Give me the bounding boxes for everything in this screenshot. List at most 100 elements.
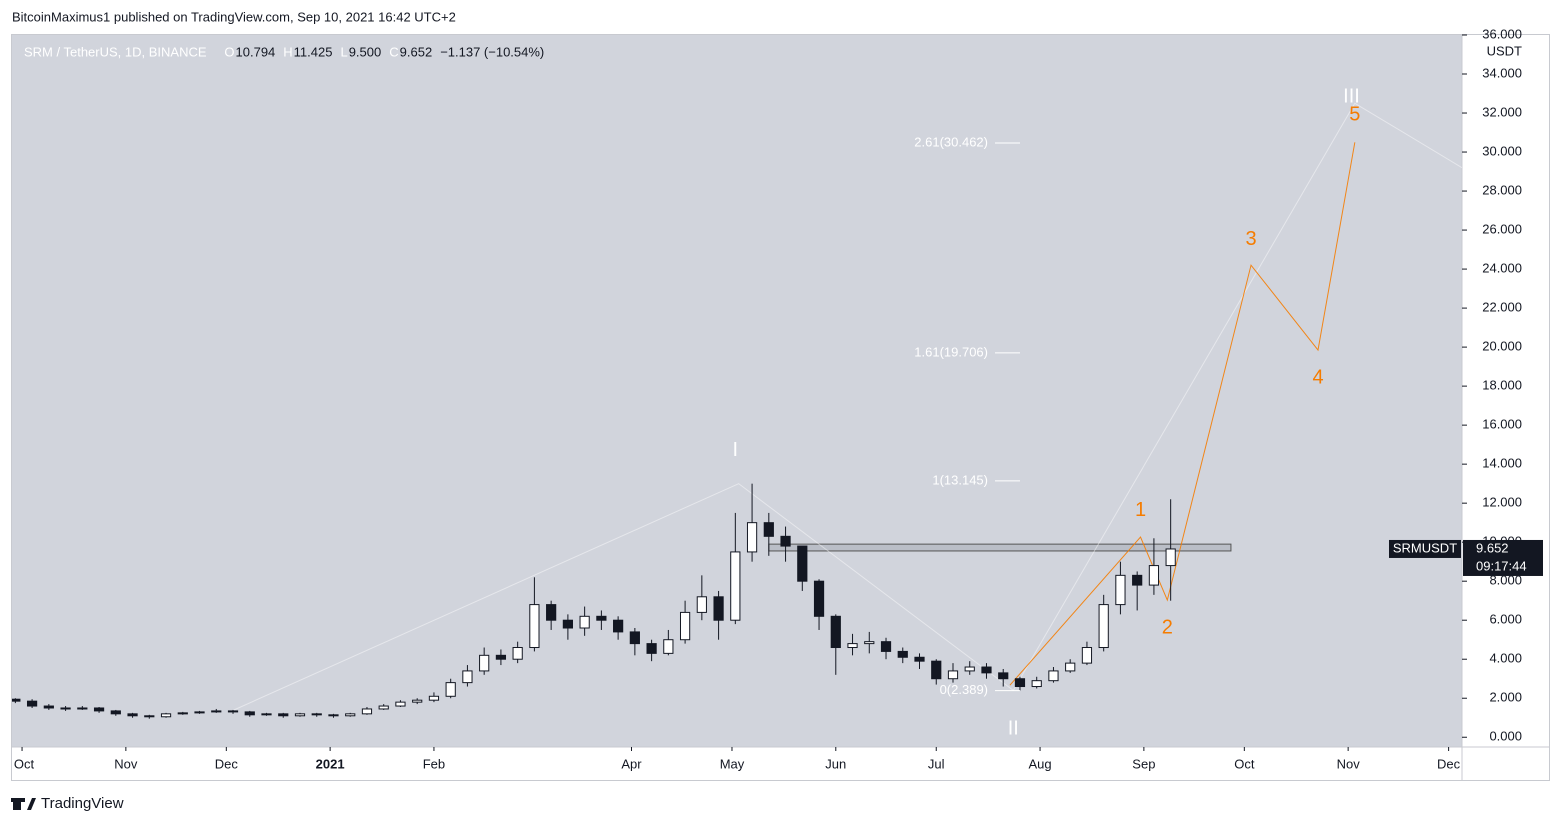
candle xyxy=(445,678,456,699)
candle-body xyxy=(797,545,808,582)
x-tick-label: Sep xyxy=(1132,756,1155,771)
candle-body xyxy=(144,715,155,718)
candle-body xyxy=(1081,647,1093,664)
candle xyxy=(1115,561,1126,615)
wave-label: 4 xyxy=(1312,367,1323,389)
candle-body xyxy=(596,615,607,621)
candle-body xyxy=(177,712,188,715)
fib-label: 2.61(30.462) xyxy=(914,134,988,149)
candle-body xyxy=(244,711,255,716)
candle xyxy=(579,606,590,636)
candle xyxy=(981,663,992,679)
candle-body xyxy=(1132,574,1143,586)
y-tick-label: 6.000 xyxy=(1489,612,1522,627)
x-tick-label: Jul xyxy=(928,756,945,771)
candle xyxy=(830,614,841,675)
candle xyxy=(395,700,406,708)
y-tick-label: 36.000 xyxy=(1482,26,1522,41)
candle xyxy=(797,545,808,591)
candle xyxy=(328,713,339,718)
x-tick-label: Nov xyxy=(114,756,138,771)
candle-body xyxy=(43,705,54,709)
candle xyxy=(378,704,389,710)
x-tick-label: Dec xyxy=(215,756,239,771)
candle xyxy=(679,600,691,644)
candle xyxy=(897,647,908,664)
y-tick-label: 16.000 xyxy=(1482,417,1522,432)
candle-body xyxy=(981,666,992,674)
x-tick-label: Nov xyxy=(1337,756,1361,771)
wave-label: 3 xyxy=(1245,228,1256,250)
candle-body xyxy=(160,713,172,718)
fib-label: 1.61(19.706) xyxy=(914,344,988,359)
candle-body xyxy=(194,711,205,714)
y-tick-label: 26.000 xyxy=(1482,222,1522,237)
candle xyxy=(177,711,188,715)
wave-label: II xyxy=(1008,718,1019,740)
candle xyxy=(211,708,222,713)
publisher: BitcoinMaximus1 published on TradingView… xyxy=(12,9,456,24)
price-tag xyxy=(1463,539,1543,576)
fib-label: 1(13.145) xyxy=(932,472,988,487)
chart-title: SRM / TetherUS, 1D, BINANCE xyxy=(24,44,207,59)
y-tick-label: 24.000 xyxy=(1482,261,1522,276)
candle-body xyxy=(26,700,38,707)
quote-value: 9.652 xyxy=(400,44,433,59)
quote-key: C xyxy=(389,44,398,59)
candle-body xyxy=(127,713,138,717)
candle xyxy=(746,483,758,562)
candle-body xyxy=(998,672,1009,680)
quote-key: H xyxy=(283,44,292,59)
candle-body xyxy=(562,619,573,629)
y-tick-label: 4.000 xyxy=(1489,651,1522,666)
candle-body xyxy=(931,660,942,680)
candle xyxy=(412,698,423,705)
candle-body xyxy=(1065,662,1076,672)
candle xyxy=(194,710,205,714)
x-tick-label: Feb xyxy=(423,756,445,771)
plot xyxy=(12,102,1462,719)
y-tick-label: 22.000 xyxy=(1482,300,1522,315)
quote-key: O xyxy=(224,44,234,59)
wave-label: III xyxy=(1343,86,1360,108)
candle xyxy=(1081,641,1093,666)
candle-body xyxy=(847,643,858,649)
x-tick-label: Jun xyxy=(825,756,846,771)
candle xyxy=(947,663,959,683)
candle xyxy=(160,712,172,718)
candle xyxy=(43,704,54,710)
candle-body xyxy=(730,551,741,621)
candle-body xyxy=(1115,574,1126,606)
candle xyxy=(110,709,121,716)
candle xyxy=(26,699,38,708)
candle xyxy=(261,712,272,716)
candle-body xyxy=(60,707,71,710)
candle-body xyxy=(914,656,925,662)
candle-body xyxy=(211,710,222,713)
price-value: 9.652 xyxy=(1476,540,1509,555)
candle-body xyxy=(897,650,908,658)
candle-body xyxy=(780,535,791,547)
candle xyxy=(880,637,892,660)
resistance-zone xyxy=(768,543,1232,552)
y-tick-label: 8.000 xyxy=(1489,573,1522,588)
symbol-name: SRMUSDT xyxy=(1393,540,1457,555)
x-tick-label: Oct xyxy=(1234,756,1255,771)
candle xyxy=(864,631,875,654)
x-tick-label: Oct xyxy=(14,756,35,771)
candle-body xyxy=(110,710,121,715)
candle-body xyxy=(646,643,657,654)
candle xyxy=(345,712,356,717)
candle xyxy=(1031,676,1042,689)
y-tick-label: 0.000 xyxy=(1489,729,1522,744)
candle-body xyxy=(529,604,540,649)
candle xyxy=(730,512,741,625)
candle xyxy=(1048,667,1059,683)
candle-body xyxy=(261,713,272,716)
candle-body xyxy=(378,705,389,710)
candle-body xyxy=(12,698,21,702)
x-tick-label: Dec xyxy=(1437,756,1461,771)
candle-body xyxy=(479,654,490,672)
candle-body xyxy=(93,707,105,712)
